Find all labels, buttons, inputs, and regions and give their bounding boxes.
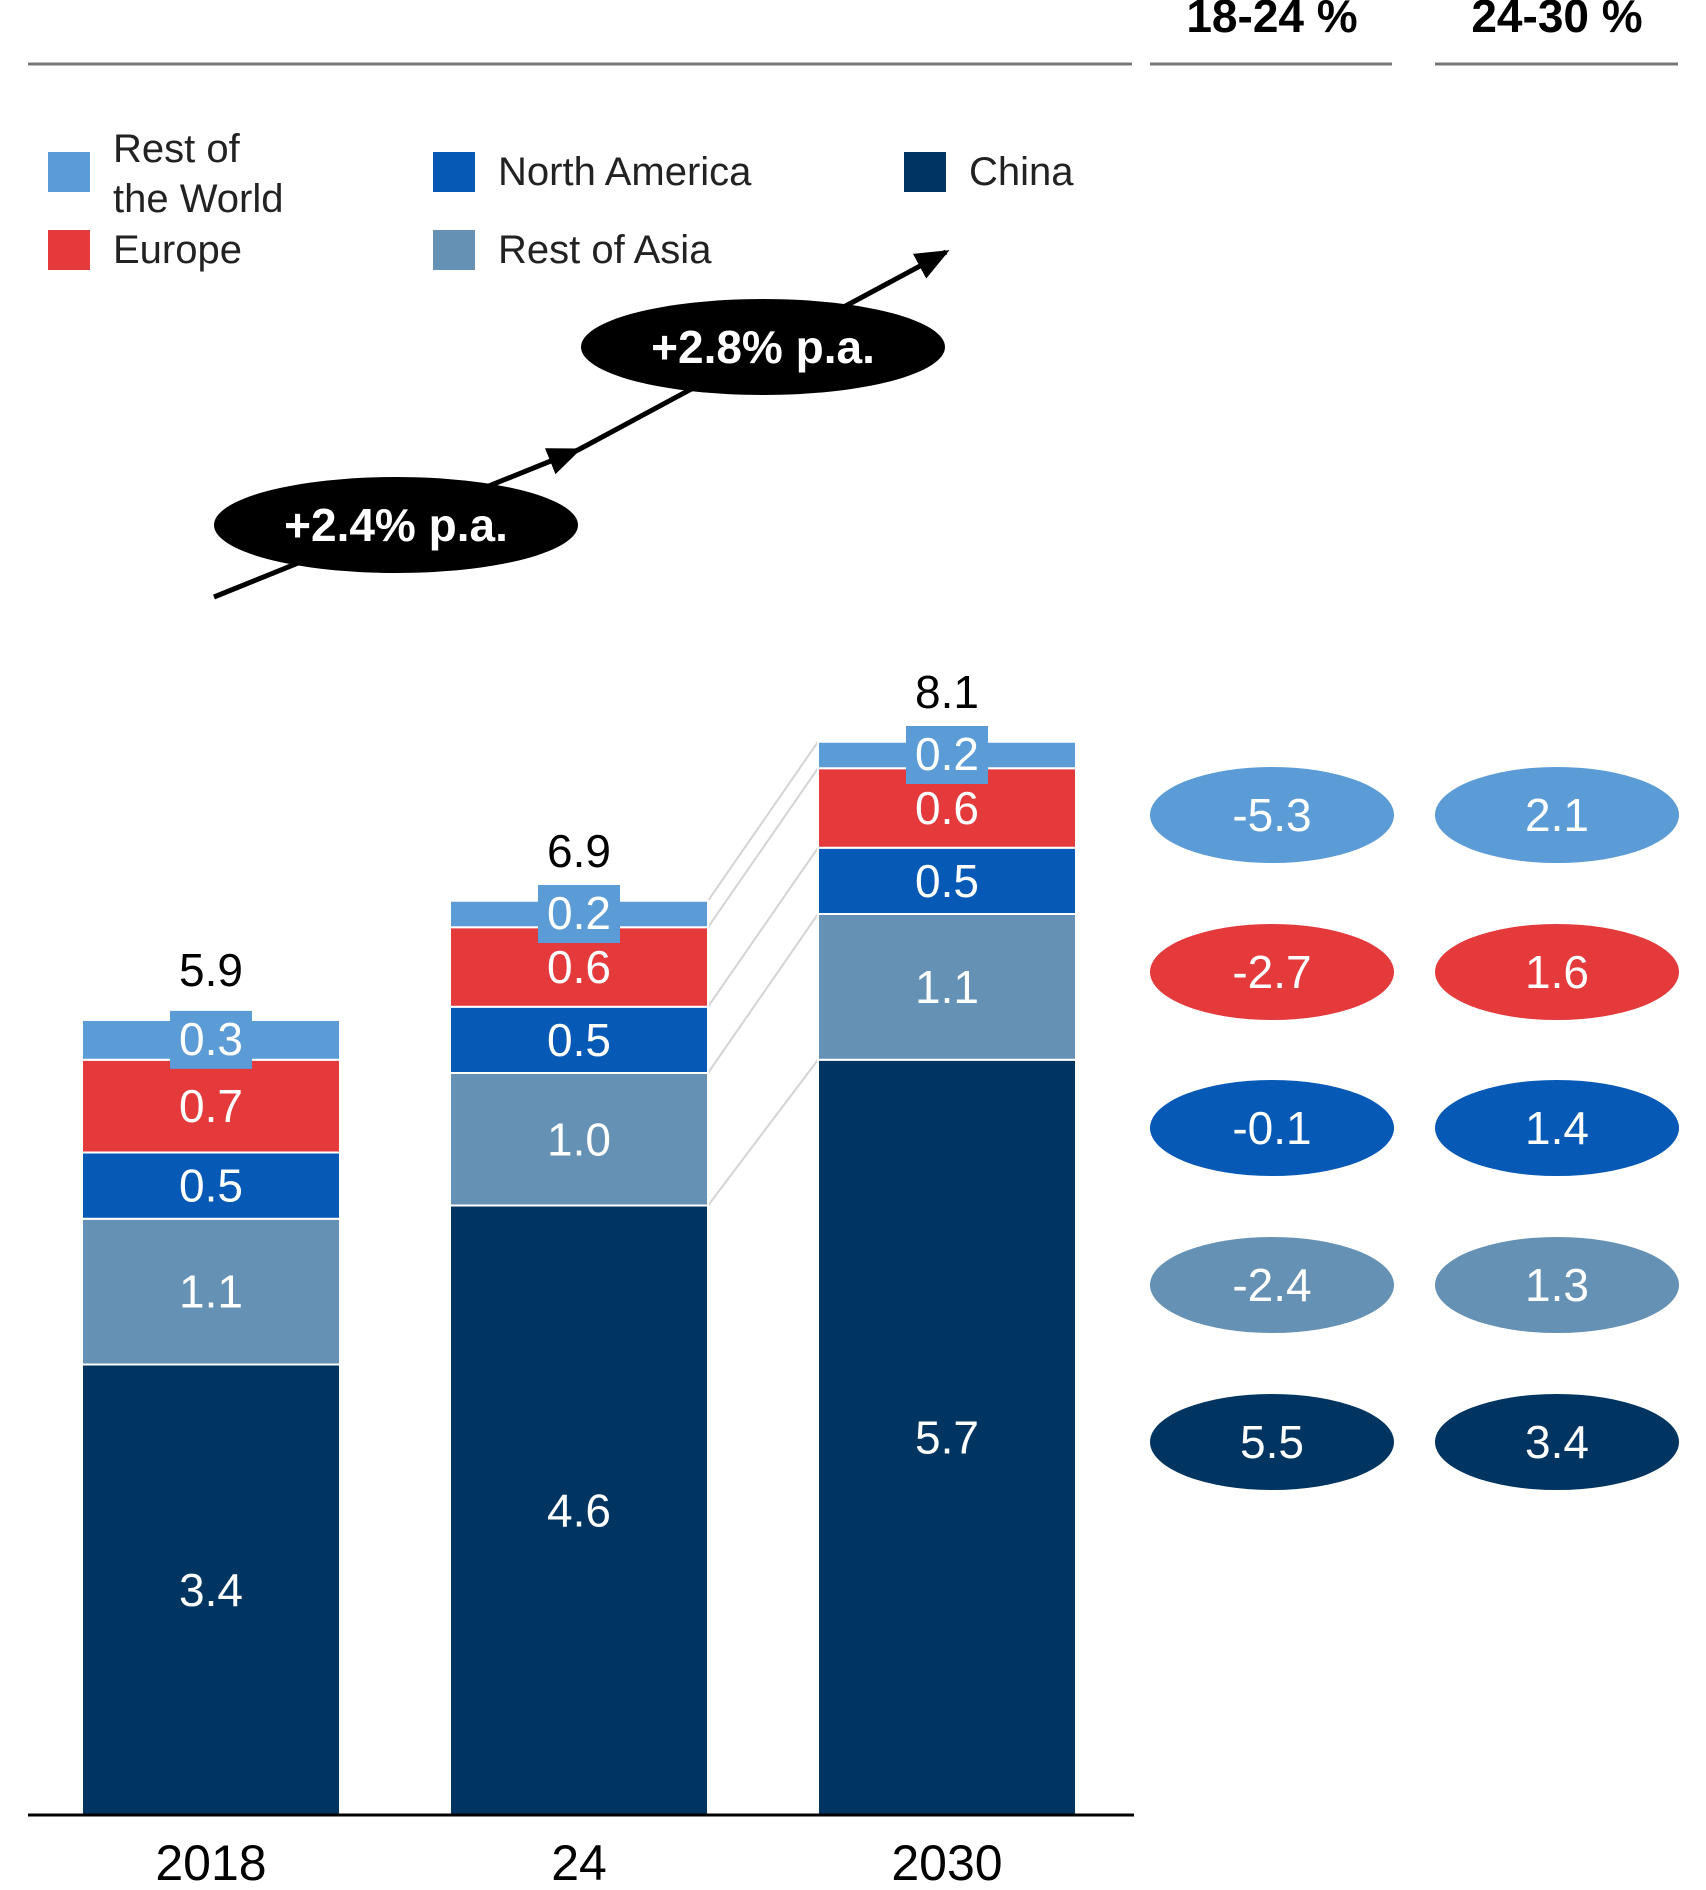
- bar-24-2: [449, 1005, 709, 1074]
- cagr-value-rest-of-the-world-0: -5.3: [1232, 789, 1311, 841]
- bar-24-0: [449, 1204, 709, 1816]
- bar-2018-0: [81, 1363, 341, 1816]
- legend-swatch-china: [904, 152, 946, 192]
- cagr-bubble-rest-of-asia-0: [1150, 1237, 1394, 1333]
- legend-label-north-america: North America: [498, 150, 752, 194]
- growth-label-0: +2.4% p.a.: [284, 499, 508, 551]
- cagr-bubble-north-america-0: [1150, 1080, 1394, 1176]
- legend-swatch-rest-of-asia: [433, 230, 475, 270]
- cagr-value-rest-of-asia-1: 1.3: [1525, 1259, 1589, 1311]
- bar-label-2030-0: 5.7: [915, 1411, 979, 1463]
- growth-annotations: +2.4% p.a. +2.8% p.a.: [213, 249, 950, 600]
- bar-label-2018-0: 3.4: [179, 1564, 243, 1616]
- cagr-bubble-europe-0: [1150, 924, 1394, 1020]
- cagr-value-europe-0: -2.7: [1232, 946, 1311, 998]
- connector-4: [707, 741, 819, 902]
- legend-swatch-europe: [48, 230, 90, 270]
- bar-label-24-3: 0.6: [547, 941, 611, 993]
- legend-label-china: China: [969, 150, 1074, 194]
- header-rules: 18-24 % 24-30 %: [28, 0, 1678, 66]
- connector-2: [707, 847, 819, 1008]
- x-tick-2018: 2018: [155, 1835, 266, 1890]
- bar-total-24: 6.9: [547, 825, 611, 877]
- cagr-bubble-rest-of-the-world-0: [1150, 767, 1394, 863]
- cagr-value-rest-of-the-world-1: 2.1: [1525, 789, 1589, 841]
- bar-label-2018-2: 0.5: [179, 1160, 243, 1212]
- bar-label-2018-3: 0.7: [179, 1080, 243, 1132]
- bar-label-2030-4: 0.2: [915, 728, 979, 780]
- bar-total-2018: 5.9: [179, 944, 243, 996]
- connector-0: [707, 1059, 819, 1207]
- bar-label-bg-24-4: [538, 885, 620, 943]
- cagr-bubble-europe-1: [1435, 924, 1679, 1020]
- cagr-value-rest-of-asia-0: -2.4: [1232, 1259, 1311, 1311]
- cagr-value-north-america-1: 1.4: [1525, 1102, 1589, 1154]
- cagr-bubble-rest-of-asia-1: [1435, 1237, 1679, 1333]
- bar-label-24-0: 4.6: [547, 1484, 611, 1536]
- legend-swatch-rest-of-the-world: [48, 152, 90, 192]
- connector-3: [707, 767, 819, 928]
- cagr-header-1: 24-30 %: [1471, 0, 1642, 42]
- legend-label-rest-of-the-world: Rest of: [113, 127, 241, 171]
- cagr-bubble-rest-of-the-world-1: [1435, 767, 1679, 863]
- x-axis: 2018 24 2030: [28, 1813, 1134, 1890]
- cagr-bubble-china-0: [1150, 1394, 1394, 1490]
- cagr-value-china-0: 5.5: [1240, 1416, 1304, 1468]
- bar-label-2030-3: 0.6: [915, 782, 979, 834]
- growth-bubble-1: [581, 299, 945, 395]
- bar-label-2030-1: 1.1: [915, 961, 979, 1013]
- bar-label-24-2: 0.5: [547, 1014, 611, 1066]
- bars: 3.41.10.50.70.35.94.61.00.50.60.26.95.71…: [81, 666, 1077, 1816]
- legend: Rest of the World Europe North America Rest …: [48, 127, 1074, 272]
- bar-2018-3: [81, 1058, 341, 1154]
- legend-swatch-north-america: [433, 152, 475, 192]
- bar-label-2018-1: 1.1: [179, 1266, 243, 1318]
- cagr-bubble-north-america-1: [1435, 1080, 1679, 1176]
- cagr-value-china-1: 3.4: [1525, 1416, 1589, 1468]
- bar-label-bg-2018-4: [170, 1010, 252, 1069]
- x-tick-24: 24: [551, 1835, 607, 1890]
- segment-connectors: [707, 741, 819, 1207]
- connector-1: [707, 913, 819, 1074]
- bar-label-2018-4: 0.3: [179, 1013, 243, 1065]
- legend-label-europe: Europe: [113, 228, 242, 272]
- growth-bubble-0: [214, 477, 578, 573]
- bar-label-24-4: 0.2: [547, 887, 611, 939]
- cagr-value-north-america-0: -0.1: [1232, 1102, 1311, 1154]
- bar-label-24-1: 1.0: [547, 1113, 611, 1165]
- growth-label-1: +2.8% p.a.: [651, 321, 875, 373]
- bar-total-2030: 8.1: [915, 666, 979, 718]
- legend-label-rest-of-asia: Rest of Asia: [498, 228, 712, 272]
- cagr-bubble-china-1: [1435, 1394, 1679, 1490]
- legend-label-rest-of-the-world-1: the World: [113, 177, 283, 221]
- x-tick-2030: 2030: [891, 1835, 1002, 1890]
- cagr-value-europe-1: 1.6: [1525, 946, 1589, 998]
- bar-24-1: [449, 1072, 709, 1207]
- bar-2030-0: [817, 1058, 1077, 1816]
- bar-2018-2: [81, 1151, 341, 1220]
- bar-2030-1: [817, 913, 1077, 1061]
- bar-label-2030-2: 0.5: [915, 855, 979, 907]
- cagr-columns: -5.3 2.1 -2.7 1.6 -0.1 1.4 -2.4 1.3 5.5 3.4: [1150, 767, 1679, 1490]
- cagr-header-0: 18-24 %: [1186, 0, 1357, 42]
- bar-label-bg-2030-4: [906, 726, 988, 784]
